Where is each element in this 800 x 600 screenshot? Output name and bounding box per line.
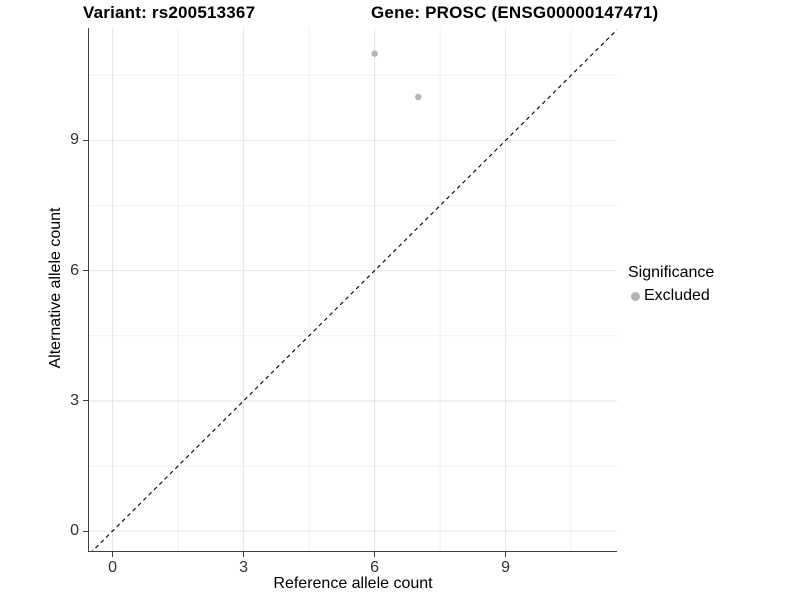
y-tick-mark [83, 400, 88, 402]
legend-item-label: Excluded [644, 287, 710, 304]
x-tick-mark [243, 552, 245, 557]
legend-item-excluded: Excluded [628, 287, 714, 305]
legend-key-dot-icon [631, 291, 640, 301]
legend: Significance Excluded [628, 264, 714, 305]
plot-title-variant: Variant: rs200513367 [83, 3, 256, 22]
legend-title: Significance [628, 264, 715, 281]
data-point-excluded [371, 50, 378, 57]
y-tick-mark [83, 530, 88, 532]
y-tick-label: 0 [70, 522, 79, 540]
y-tick-label: 3 [70, 391, 79, 409]
x-tick-label: 6 [370, 559, 380, 576]
plot-title-gene: Gene: PROSC (ENSG00000147471) [371, 3, 659, 22]
y-tick-mark [83, 139, 88, 141]
plot-panel-svg [89, 28, 617, 551]
x-tick-label: 9 [501, 559, 511, 576]
y-tick-label: 6 [70, 261, 79, 279]
x-tick-mark [374, 552, 376, 557]
x-tick-label: 3 [239, 559, 249, 576]
y-axis-label: Alternative allele count [47, 207, 64, 369]
x-axis-label: Reference allele count [273, 575, 433, 592]
plot-panel [88, 28, 617, 552]
data-point-excluded [415, 93, 422, 101]
y-tick-mark [83, 270, 88, 272]
x-tick-mark [112, 552, 114, 557]
y-tick-label: 9 [70, 131, 79, 149]
identity-dashed-line [91, 28, 617, 551]
x-tick-label: 0 [108, 559, 118, 576]
x-tick-mark [505, 552, 507, 557]
